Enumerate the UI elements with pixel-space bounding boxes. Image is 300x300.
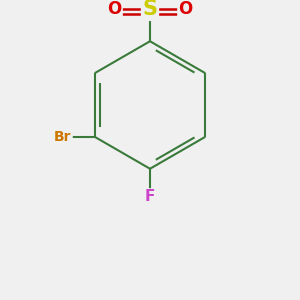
- Text: Br: Br: [54, 130, 72, 144]
- Text: O: O: [178, 0, 193, 18]
- Text: F: F: [145, 189, 155, 204]
- Text: S: S: [142, 0, 158, 20]
- Text: O: O: [107, 0, 122, 18]
